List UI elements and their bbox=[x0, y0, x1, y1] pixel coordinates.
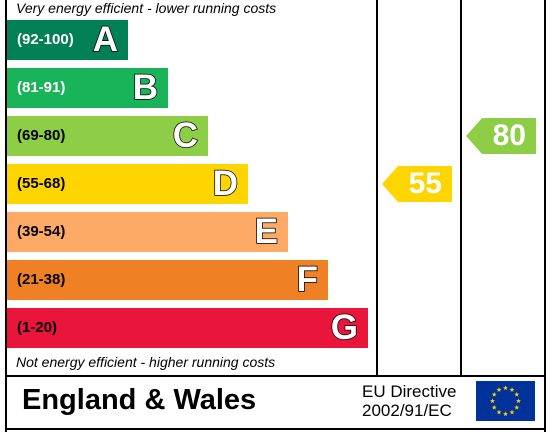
band-range-label: (21-38) bbox=[17, 271, 66, 288]
band-e: (39-54) E bbox=[7, 212, 288, 252]
eu-flag-star bbox=[516, 398, 521, 404]
eu-directive-line1: EU Directive bbox=[362, 382, 457, 401]
band-range-label: (55-68) bbox=[17, 175, 66, 192]
band-range-label: (69-80) bbox=[17, 127, 66, 144]
eu-flag-star bbox=[514, 391, 520, 397]
frame-left bbox=[5, 0, 7, 432]
band-letter: F bbox=[296, 260, 319, 300]
band-b: (81-91) B bbox=[7, 68, 168, 108]
band-letter: D bbox=[212, 164, 239, 204]
band-letter: G bbox=[330, 308, 359, 348]
band-range-label: (39-54) bbox=[17, 223, 66, 240]
footer-divider bbox=[5, 375, 546, 377]
potential-rating-value: 80 bbox=[492, 119, 526, 152]
band-d: (55-68) D bbox=[7, 164, 248, 204]
eu-flag-star bbox=[503, 411, 508, 417]
frame-bottom bbox=[5, 428, 546, 430]
eu-flag-star bbox=[496, 409, 502, 415]
band-f: (21-38) F bbox=[7, 260, 328, 300]
current-rating-value: 55 bbox=[408, 167, 442, 200]
bottom-caption: Not energy efficient - higher running co… bbox=[16, 354, 276, 370]
band-c: (69-80) C bbox=[7, 116, 208, 156]
eu-flag-star bbox=[491, 391, 497, 397]
eu-flag-star bbox=[490, 398, 495, 404]
divider-chart bbox=[376, 0, 378, 376]
band-range-label: (81-91) bbox=[17, 79, 66, 96]
eu-flag-star bbox=[509, 409, 515, 415]
band-letter: E bbox=[254, 212, 279, 252]
region-title: England & Wales bbox=[22, 384, 257, 416]
eu-flag-star bbox=[503, 385, 508, 391]
eu-flag-star bbox=[514, 404, 520, 410]
eu-directive-line2: 2002/91/EC bbox=[362, 401, 452, 420]
top-caption: Very energy efficient - lower running co… bbox=[16, 0, 277, 16]
band-range-label: (1-20) bbox=[17, 319, 58, 336]
band-g: (1-20) G bbox=[7, 308, 368, 348]
divider-current bbox=[460, 0, 462, 376]
band-letter: A bbox=[92, 20, 119, 60]
band-letter: B bbox=[132, 68, 159, 108]
eu-flag-star bbox=[509, 387, 515, 392]
eu-flag-icon bbox=[476, 381, 535, 421]
current-rating-arrow: 55 bbox=[382, 166, 452, 202]
band-a: (92-100) A bbox=[7, 20, 128, 60]
band-letter: C bbox=[172, 116, 199, 156]
eu-directive: EU Directive 2002/91/EC bbox=[362, 382, 456, 420]
eu-flag-star bbox=[491, 404, 497, 410]
potential-rating-arrow: 80 bbox=[466, 118, 536, 154]
frame-right bbox=[544, 0, 546, 432]
eu-flag-star bbox=[496, 387, 502, 392]
band-range-label: (92-100) bbox=[17, 31, 74, 48]
